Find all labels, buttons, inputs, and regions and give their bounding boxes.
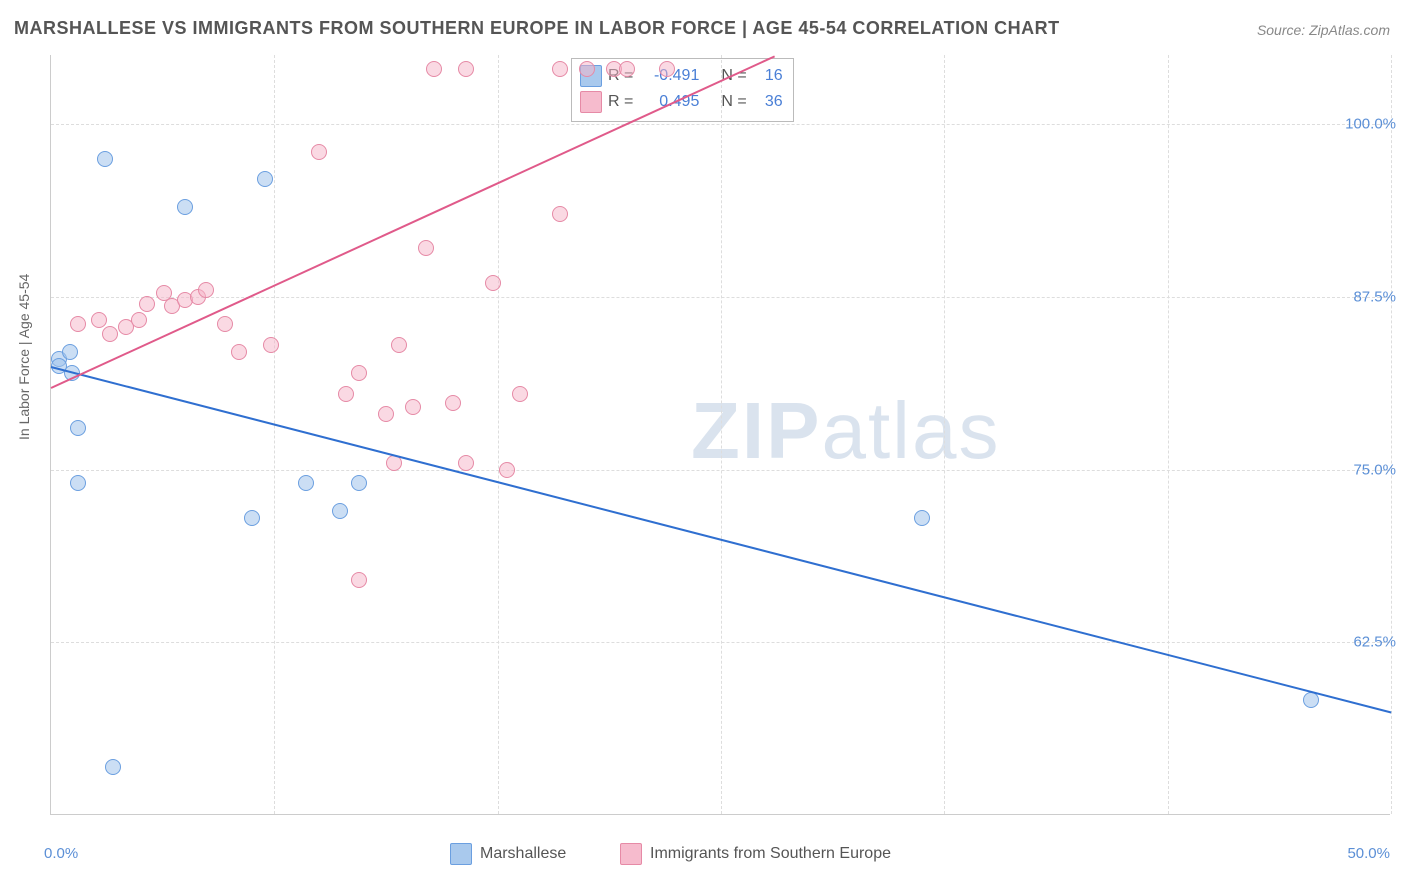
data-point [91,312,107,328]
data-point [231,344,247,360]
v-gridline [721,55,722,814]
x-tick-max: 50.0% [1347,845,1390,862]
data-point [405,399,421,415]
v-gridline [498,55,499,814]
y-axis-label: In Labor Force | Age 45-54 [16,274,32,440]
y-tick-label: 100.0% [1345,116,1396,133]
corr-row-2: R = 0.495 N = 36 [580,89,783,115]
data-point [579,61,595,77]
data-point [378,406,394,422]
n-label: N = [721,89,746,115]
data-point [70,316,86,332]
data-point [70,475,86,491]
source-label: Source: ZipAtlas.com [1257,22,1390,38]
data-point [102,326,118,342]
data-point [351,572,367,588]
n-value: 16 [753,63,783,89]
v-gridline [274,55,275,814]
swatch-blue-icon [450,843,472,865]
swatch-pink-icon [580,91,602,113]
data-point [659,61,675,77]
data-point [131,312,147,328]
x-tick-min: 0.0% [44,845,78,862]
data-point [351,365,367,381]
data-point [263,337,279,353]
correlation-box: R = -0.491 N = 16 R = 0.495 N = 36 [571,58,794,122]
data-point [914,510,930,526]
r-label: R = [608,89,633,115]
data-point [512,386,528,402]
data-point [257,171,273,187]
data-point [351,475,367,491]
v-gridline [1168,55,1169,814]
data-point [418,240,434,256]
data-point [70,420,86,436]
plot-area: ZIPatlas R = -0.491 N = 16 R = 0.495 N =… [50,55,1390,815]
data-point [485,275,501,291]
watermark: ZIPatlas [691,385,1000,477]
v-gridline [1391,55,1392,814]
data-point [105,759,121,775]
data-point [619,61,635,77]
data-point [338,386,354,402]
watermark-bold: ZIP [691,386,821,475]
data-point [139,296,155,312]
chart-container: MARSHALLESE VS IMMIGRANTS FROM SOUTHERN … [0,0,1406,892]
data-point [217,316,233,332]
data-point [198,282,214,298]
data-point [298,475,314,491]
legend-label: Immigrants from Southern Europe [650,845,891,863]
chart-title: MARSHALLESE VS IMMIGRANTS FROM SOUTHERN … [14,18,1060,39]
v-gridline [944,55,945,814]
y-tick-label: 75.0% [1353,461,1396,478]
legend-series-2: Immigrants from Southern Europe [620,843,891,865]
data-point [445,395,461,411]
data-point [458,455,474,471]
y-tick-label: 62.5% [1353,634,1396,651]
data-point [332,503,348,519]
y-tick-label: 87.5% [1353,288,1396,305]
data-point [458,61,474,77]
data-point [1303,692,1319,708]
legend-series-1: Marshallese [450,843,566,865]
data-point [499,462,515,478]
n-value: 36 [753,89,783,115]
data-point [177,199,193,215]
data-point [62,344,78,360]
data-point [244,510,260,526]
data-point [391,337,407,353]
data-point [97,151,113,167]
legend-label: Marshallese [480,845,566,863]
watermark-light: atlas [821,386,1000,475]
trend-line [51,55,775,388]
data-point [426,61,442,77]
data-point [311,144,327,160]
swatch-pink-icon [620,843,642,865]
data-point [552,61,568,77]
data-point [552,206,568,222]
